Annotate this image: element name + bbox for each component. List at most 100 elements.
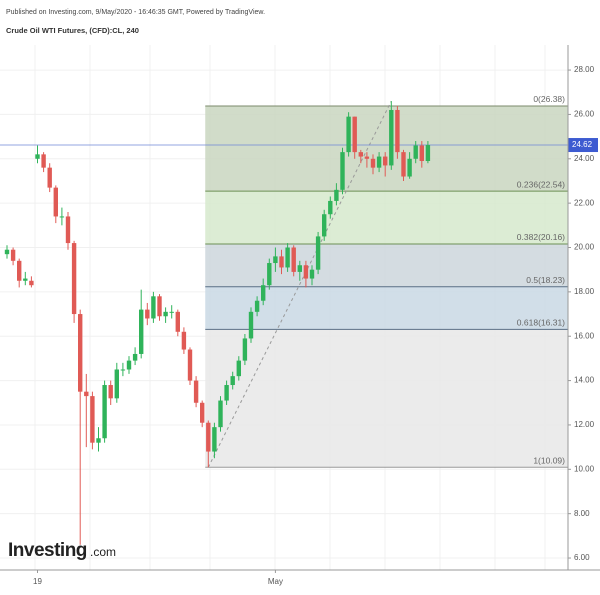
candle-body bbox=[242, 338, 248, 361]
y-tick-label: 14.00 bbox=[574, 376, 595, 385]
candle-body bbox=[71, 243, 77, 315]
candle-body bbox=[108, 385, 113, 399]
candle-body bbox=[35, 154, 40, 159]
y-tick-label: 6.00 bbox=[574, 553, 590, 562]
fib-label: 0.618(16.31) bbox=[517, 318, 565, 328]
candle-body bbox=[84, 391, 89, 397]
x-tick-label: 19 bbox=[33, 577, 42, 586]
candle-body bbox=[401, 152, 406, 177]
candle-body bbox=[163, 311, 168, 317]
candle-body bbox=[334, 189, 339, 201]
candle-body bbox=[303, 265, 309, 279]
candle-body bbox=[279, 256, 284, 268]
candle-body bbox=[151, 296, 156, 319]
candle-body bbox=[291, 247, 296, 272]
candle-body bbox=[200, 402, 205, 423]
candle-body bbox=[114, 369, 119, 399]
candle-body bbox=[157, 296, 162, 317]
candle-body bbox=[383, 156, 388, 166]
candle-body bbox=[395, 109, 400, 153]
candle-body bbox=[193, 380, 199, 403]
candle-body bbox=[41, 154, 46, 168]
candle-body bbox=[389, 109, 394, 166]
candle-body bbox=[340, 152, 345, 190]
candle-body bbox=[273, 256, 278, 264]
candle-body bbox=[78, 314, 83, 392]
candle-body bbox=[120, 369, 126, 371]
candle-body bbox=[132, 353, 138, 361]
fib-label: 0(26.38) bbox=[533, 94, 565, 104]
y-tick-label: 20.00 bbox=[574, 243, 595, 252]
candle-body bbox=[352, 116, 357, 153]
fib-zone bbox=[205, 105, 568, 192]
candle-body bbox=[358, 152, 363, 157]
candle-body bbox=[29, 280, 34, 286]
last-price-label: 24.62 bbox=[572, 140, 593, 149]
candle-body bbox=[309, 269, 315, 279]
y-tick-label: 12.00 bbox=[574, 420, 595, 429]
candle-body bbox=[285, 247, 290, 268]
candle-body bbox=[59, 216, 65, 218]
y-tick-label: 10.00 bbox=[574, 464, 595, 473]
candle-body bbox=[145, 309, 150, 319]
candle-body bbox=[322, 214, 327, 237]
candle-body bbox=[370, 158, 376, 168]
instrument-title: Crude Oil WTI Futures, (CFD):CL, 240 bbox=[6, 26, 139, 35]
candle-body bbox=[315, 236, 321, 270]
candle-body bbox=[206, 422, 211, 452]
fib-zone bbox=[205, 329, 568, 468]
y-tick-label: 28.00 bbox=[574, 65, 595, 74]
candle-body bbox=[407, 158, 412, 177]
candle-body bbox=[139, 309, 144, 354]
candle-body bbox=[419, 145, 424, 162]
candle-body bbox=[23, 278, 28, 281]
fib-trend bbox=[207, 100, 392, 468]
candle-body bbox=[4, 249, 10, 255]
x-tick-label: May bbox=[268, 577, 283, 586]
candle-body bbox=[224, 385, 229, 401]
y-tick-label: 24.00 bbox=[574, 154, 595, 163]
y-tick-label: 16.00 bbox=[574, 331, 595, 340]
candle-body bbox=[126, 360, 132, 370]
plot-area: 6.00 8.00 10.00 12.00 14.00 16.00 18.00 20.00 22… bbox=[0, 45, 600, 586]
candle-body bbox=[96, 438, 101, 443]
candle-body bbox=[169, 311, 174, 313]
logo-suffix: .com bbox=[90, 545, 116, 559]
candle-body bbox=[47, 167, 52, 188]
logo: Investing bbox=[8, 540, 87, 561]
candle-body bbox=[425, 145, 431, 162]
candle-body bbox=[413, 145, 418, 159]
published-note: Published on Investing.com, 9/May/2020 -… bbox=[6, 9, 265, 16]
candle-body bbox=[65, 216, 71, 244]
candle-body bbox=[212, 427, 217, 452]
fib-zone bbox=[205, 191, 568, 244]
candle-body bbox=[236, 360, 241, 377]
candle-body bbox=[364, 156, 370, 159]
candle-body bbox=[346, 116, 351, 153]
candle-body bbox=[187, 349, 193, 381]
candle-body bbox=[267, 263, 272, 286]
candle-body bbox=[376, 156, 382, 168]
candle-body bbox=[261, 285, 266, 301]
candle-body bbox=[248, 311, 254, 339]
candle-body bbox=[218, 400, 223, 428]
candle-body bbox=[297, 265, 302, 272]
fib-label: 0.236(22.54) bbox=[517, 179, 565, 189]
candle-body bbox=[10, 249, 16, 261]
candle-body bbox=[175, 311, 180, 332]
candle-body bbox=[102, 385, 107, 439]
candle-body bbox=[90, 396, 95, 443]
candle-body bbox=[53, 187, 58, 217]
fib-label: 0.5(18.23) bbox=[526, 275, 565, 285]
y-tick-label: 8.00 bbox=[574, 509, 590, 518]
fib-zone bbox=[205, 286, 568, 330]
fib-zone bbox=[205, 243, 568, 287]
candle-body bbox=[17, 260, 22, 281]
last-price-box bbox=[568, 138, 598, 153]
y-tick-label: 18.00 bbox=[574, 287, 595, 296]
candle-body bbox=[328, 200, 333, 215]
fib-label: 1(10.09) bbox=[533, 456, 565, 466]
y-tick-label: 22.00 bbox=[574, 198, 595, 207]
fib-label: 0.382(20.16) bbox=[517, 232, 565, 242]
